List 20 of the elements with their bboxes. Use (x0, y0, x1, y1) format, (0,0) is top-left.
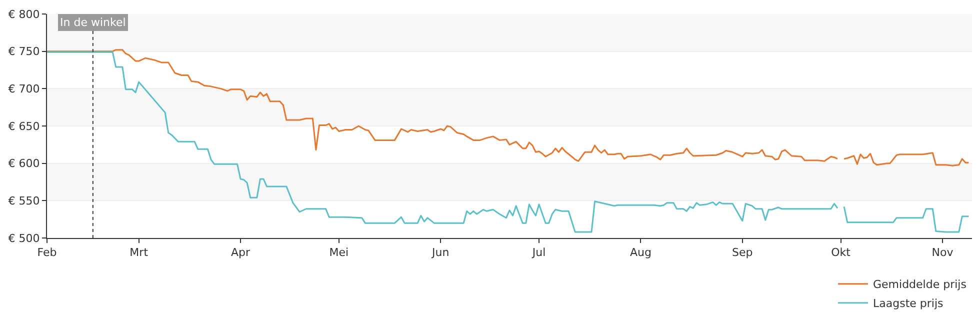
x-tick-label: Okt (831, 246, 852, 260)
ref-line-label: In de winkel (60, 16, 126, 29)
legend-label: Laagste prijs (873, 297, 944, 310)
y-tick-label: € 750 (8, 45, 40, 58)
y-tick-label: € 700 (8, 82, 40, 96)
x-tick-label: Sep (732, 246, 753, 260)
y-tick-label: € 500 (8, 232, 40, 245)
x-tick-label: Nov (932, 246, 954, 260)
x-tick-label: Aug (630, 246, 652, 260)
x-tick-label: Feb (37, 246, 57, 260)
x-tick-label: Apr (231, 246, 251, 260)
legend-label: Gemiddelde prijs (873, 278, 967, 292)
y-tick-label: € 550 (8, 194, 40, 208)
y-tick-label: € 650 (8, 120, 40, 133)
x-tick-label: Mei (329, 246, 349, 260)
x-tick-label: Jun (431, 246, 450, 260)
y-tick-label: € 600 (8, 157, 40, 170)
y-tick-label: € 800 (8, 8, 40, 21)
x-tick-label: Jul (531, 246, 546, 260)
x-tick-label: Mrt (130, 246, 149, 260)
